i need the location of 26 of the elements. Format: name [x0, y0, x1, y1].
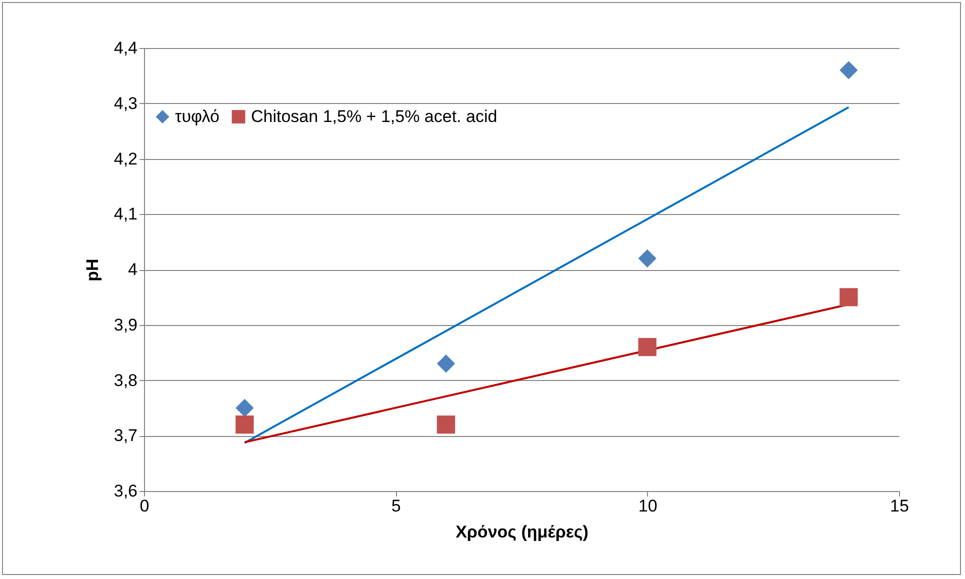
- x-tick-label: 10: [638, 496, 658, 516]
- point: [236, 398, 254, 418]
- y-tick-label: 4: [128, 260, 138, 279]
- y-tick-label: 4,1: [114, 204, 138, 224]
- point: [236, 415, 254, 434]
- point: [840, 61, 858, 80]
- x-tick-label: 5: [391, 496, 401, 516]
- x-tick-label: 15: [890, 496, 909, 516]
- x-tick-label: 0: [140, 496, 150, 516]
- x-axis-title: Χρόνος (ημέρες): [456, 522, 588, 542]
- line-series: [244, 106, 850, 444]
- y-tick-label: 4,4: [114, 38, 138, 58]
- y-tick-label: 3,7: [114, 426, 138, 446]
- y-tick-label: 3,8: [114, 370, 138, 390]
- y-tick-label: 3,9: [114, 315, 138, 334]
- y-tick-label: 3,6: [114, 482, 138, 500]
- point: [638, 338, 656, 356]
- point: [436, 354, 456, 373]
- legend-label: τυφλό: [175, 106, 220, 126]
- y-tick-label: 4,3: [114, 94, 138, 113]
- point: [436, 415, 456, 434]
- legend-label: Chitosan 1,5% + 1,5% acet. acid: [251, 106, 498, 126]
- y-tick-label: 4,2: [114, 149, 138, 168]
- point: [638, 249, 656, 268]
- point: [840, 288, 858, 306]
- y-axis-title: pH: [82, 258, 102, 282]
